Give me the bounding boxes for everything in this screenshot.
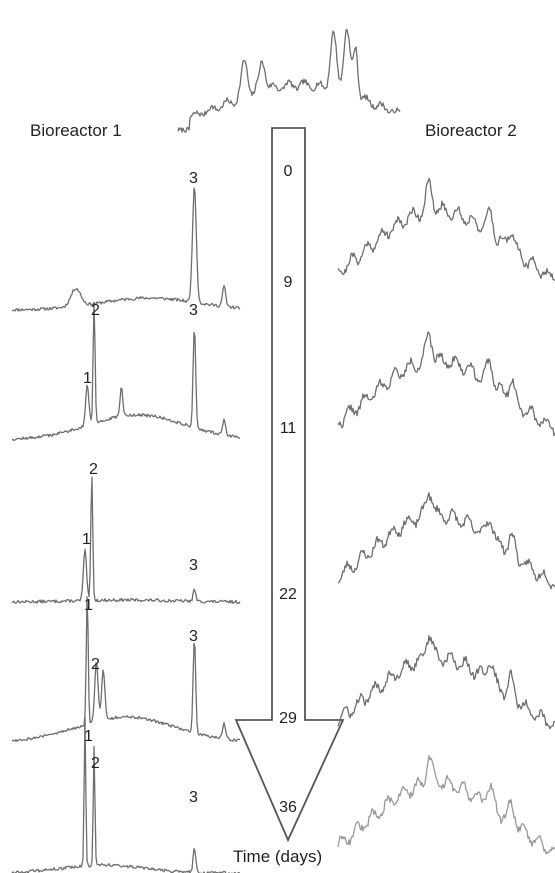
b1-trace-day9 [11, 187, 241, 312]
peak-label-3: 3 [189, 628, 198, 645]
time-axis-label: Time (days) [233, 847, 322, 866]
peak-label-2: 2 [91, 755, 100, 772]
b2-trace-day11 [337, 331, 555, 437]
time-label-9: 9 [284, 274, 293, 291]
peak-label-2: 2 [89, 461, 98, 478]
b2-trace-day22 [337, 492, 555, 590]
b1-trace-day22 [11, 476, 241, 604]
peak-label-1: 1 [82, 531, 91, 548]
b1-trace-day11 [11, 301, 241, 442]
time-label-22: 22 [279, 586, 297, 603]
peak-label-1: 1 [84, 597, 93, 614]
b2-trace-day29 [337, 634, 555, 730]
time-arrow [234, 127, 345, 843]
time-label-0: 0 [284, 163, 293, 180]
peak-label-3: 3 [189, 170, 198, 187]
peak-label-2: 2 [91, 302, 100, 319]
b1-trace-day36 [11, 715, 241, 873]
peak-label-2: 2 [91, 656, 100, 673]
b2-trace-day36 [337, 754, 555, 855]
b1-trace-day29 [11, 596, 240, 742]
bioreactor-1-title: Bioreactor 1 [30, 121, 122, 140]
peak-label-3: 3 [189, 789, 198, 806]
peak-label-3: 3 [189, 302, 198, 319]
time-label-11: 11 [280, 420, 297, 437]
trace-day0 [177, 28, 401, 133]
peak-label-1: 1 [84, 728, 93, 745]
peak-label-1: 1 [83, 370, 92, 387]
time-label-29: 29 [279, 710, 297, 727]
bioreactor-2-title: Bioreactor 2 [425, 121, 517, 140]
peak-label-3: 3 [189, 557, 198, 574]
b2-trace-day9 [337, 177, 555, 282]
bioreactor-1-traces [11, 187, 241, 873]
time-label-36: 36 [279, 799, 297, 816]
bioreactor-2-traces [337, 177, 555, 855]
